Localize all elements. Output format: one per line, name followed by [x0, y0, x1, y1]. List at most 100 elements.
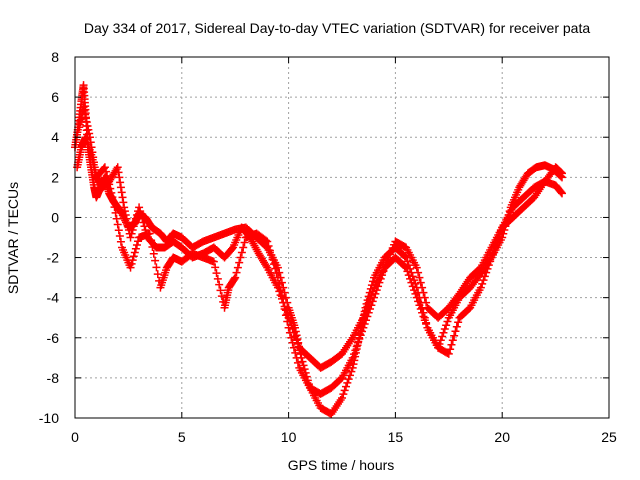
- data-point: [264, 242, 273, 251]
- data-point: [127, 229, 136, 238]
- data-point: [231, 273, 240, 282]
- data-point: [134, 237, 143, 246]
- data-point: [376, 274, 385, 283]
- data-point: [351, 346, 360, 355]
- data-point: [232, 268, 241, 277]
- data-point: [418, 308, 427, 317]
- data-point: [120, 207, 129, 216]
- x-axis-label: GPS time / hours: [288, 457, 395, 473]
- data-point: [415, 273, 424, 282]
- data-point: [416, 278, 425, 287]
- data-point: [81, 114, 90, 123]
- data-point: [378, 271, 387, 280]
- data-point: [347, 367, 356, 376]
- data-point: [128, 225, 137, 234]
- data-point: [358, 327, 367, 336]
- data-point: [82, 118, 91, 127]
- data-point: [89, 153, 98, 162]
- data-point: [129, 222, 138, 231]
- data-point: [275, 279, 284, 288]
- data-point: [447, 340, 456, 349]
- data-point: [416, 304, 425, 313]
- data-point: [439, 328, 448, 337]
- data-point: [215, 280, 224, 289]
- y-tick-label: 4: [51, 129, 59, 145]
- data-point: [148, 243, 157, 252]
- data-point: [407, 278, 416, 287]
- data-point: [292, 336, 301, 345]
- data-point: [240, 238, 249, 247]
- data-point: [114, 226, 123, 235]
- data-point: [354, 338, 363, 347]
- data-point: [438, 332, 447, 341]
- data-point: [115, 173, 124, 182]
- data-point: [277, 292, 286, 301]
- data-point: [291, 332, 300, 341]
- y-tick-label: -2: [47, 250, 60, 266]
- data-point: [79, 103, 88, 112]
- data-point: [281, 311, 290, 320]
- data-point: [479, 276, 488, 285]
- data-point: [480, 272, 489, 281]
- y-tick-label: 8: [51, 49, 59, 65]
- data-point: [140, 222, 149, 231]
- data-point: [422, 319, 431, 328]
- y-tick-label: -10: [39, 410, 59, 426]
- data-point: [126, 263, 135, 272]
- data-point: [113, 163, 122, 172]
- data-point: [293, 340, 302, 349]
- x-tick-label: 0: [71, 429, 79, 445]
- data-point: [379, 267, 388, 276]
- data-point: [420, 293, 429, 302]
- data-point: [107, 188, 116, 197]
- data-point: [371, 289, 380, 298]
- data-point: [230, 274, 239, 283]
- data-point: [120, 203, 129, 212]
- grid-lines: [75, 57, 609, 418]
- data-point: [276, 286, 285, 295]
- data-point: [279, 298, 288, 307]
- data-point: [452, 322, 461, 331]
- data-point: [346, 371, 355, 380]
- data-point: [415, 301, 424, 310]
- data-point: [213, 274, 222, 283]
- data-point: [283, 309, 292, 318]
- x-tick-label: 20: [494, 429, 510, 445]
- data-point: [374, 282, 383, 291]
- y-tick-label: 0: [51, 209, 59, 225]
- data-point: [418, 283, 427, 292]
- data-point: [130, 218, 139, 227]
- data-point: [444, 349, 453, 358]
- data-point: [443, 317, 452, 326]
- data-point: [350, 350, 359, 359]
- data-point: [116, 183, 125, 192]
- data-point: [149, 249, 158, 258]
- data-point: [403, 257, 412, 266]
- data-point: [287, 333, 296, 342]
- data-point: [123, 218, 132, 227]
- data-point: [370, 293, 379, 302]
- y-tick-label: -6: [47, 330, 60, 346]
- data-point: [414, 268, 423, 277]
- data-point: [404, 271, 413, 280]
- data-point: [110, 203, 119, 212]
- data-point: [343, 378, 352, 387]
- data-point: [420, 316, 429, 325]
- data-point: [106, 184, 115, 193]
- data-point: [137, 210, 146, 219]
- data-point: [101, 167, 110, 176]
- data-point: [291, 348, 300, 357]
- data-point: [90, 163, 99, 172]
- data-point: [285, 328, 294, 337]
- data-point: [128, 256, 137, 265]
- data-point: [298, 357, 307, 366]
- data-point: [476, 283, 485, 292]
- data-point: [235, 258, 244, 267]
- data-point: [483, 264, 492, 273]
- data-point: [402, 263, 411, 272]
- data-point: [119, 198, 128, 207]
- data-point: [364, 308, 373, 317]
- data-point: [495, 230, 504, 239]
- data-point: [263, 237, 272, 246]
